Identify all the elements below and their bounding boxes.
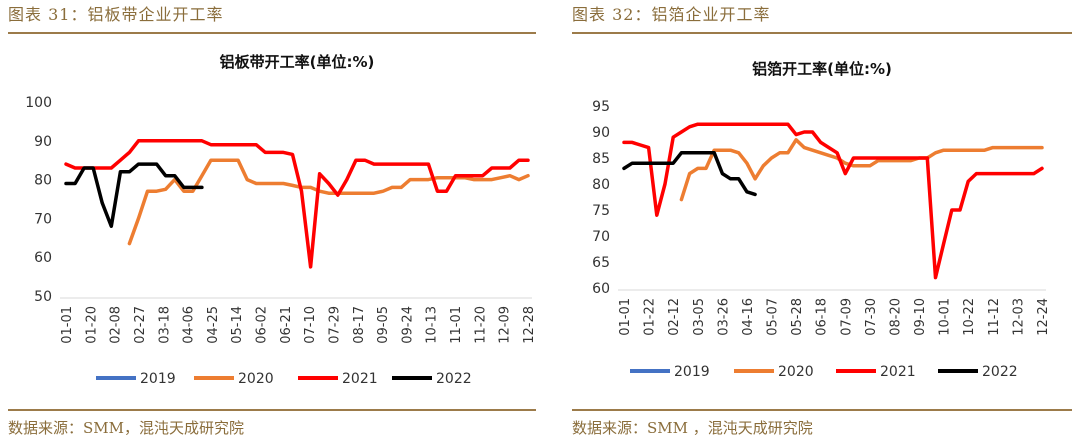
series-line-2022 — [64, 162, 204, 228]
x-tick-label: 01-22 — [643, 298, 658, 336]
plate-strip-utilization-chart: 铝板带开工率(单位:%) 50 60 70 80 90 100 01-01 01-20 02-08… — [25, 53, 536, 387]
x-tick-label: 11-20 — [473, 306, 488, 344]
legend-label-2019: 2019 — [140, 371, 176, 387]
legend-label-2020: 2020 — [238, 371, 274, 387]
y-tick-label: 50 — [34, 289, 52, 305]
x-tick-label: 02-08 — [109, 306, 124, 344]
right-figure-caption: 图表 32：铝箔企业开工率 — [572, 5, 771, 24]
x-tick-label: 12-28 — [522, 306, 536, 344]
x-tick-label: 10-01 — [938, 298, 953, 336]
y-tick-label: 75 — [592, 203, 610, 219]
series-line-2020 — [679, 138, 1044, 202]
x-tick-label: 11-12 — [987, 298, 1002, 336]
x-tick-label: 10-13 — [425, 306, 440, 344]
y-tick-label: 60 — [34, 250, 52, 266]
right-figure-source: 数据来源：SMM ，混沌天成研究院 — [572, 419, 813, 437]
y-tick-label: 65 — [592, 255, 610, 271]
x-tick-label: 12-24 — [1036, 298, 1051, 336]
legend-label-2021: 2021 — [342, 371, 378, 387]
y-tick-label: 90 — [592, 125, 610, 141]
x-tick-label: 08-20 — [888, 298, 903, 336]
y-tick-label: 100 — [25, 95, 52, 111]
x-tick-label: 09-05 — [376, 306, 391, 344]
x-tick-label: 10-22 — [962, 298, 977, 336]
legend-label-2019: 2019 — [674, 364, 710, 380]
left-figure-source: 数据来源：SMM，混沌天成研究院 — [8, 419, 244, 437]
y-tick-label: 85 — [592, 151, 610, 167]
legend-label-2022: 2022 — [436, 371, 472, 387]
x-tick-label: 04-06 — [182, 306, 197, 344]
left-bottom-rule — [8, 409, 536, 411]
right-top-rule — [572, 32, 1072, 34]
y-tick-label: 80 — [34, 173, 52, 189]
x-tick-label: 02-27 — [133, 306, 148, 344]
y-tick-label: 60 — [592, 281, 610, 297]
x-tick-label: 12-03 — [1011, 298, 1026, 336]
x-tick-label: 06-21 — [279, 306, 294, 344]
series-line-2022 — [622, 151, 757, 197]
y-tick-label: 70 — [592, 229, 610, 245]
series-line-2021 — [622, 122, 1044, 280]
left-figure-caption: 图表 31：铝板带企业开工率 — [8, 5, 224, 24]
series-line-2021 — [64, 139, 530, 269]
x-tick-label: 05-14 — [230, 306, 245, 344]
x-tick-label: 02-12 — [667, 298, 682, 336]
foil-utilization-chart: 铝箔开工率(单位:%) 60 65 70 75 80 85 90 95 01-01 01-22 02-… — [592, 60, 1051, 380]
x-tick-label: 07-09 — [839, 298, 854, 336]
chart-title: 铝板带开工率(单位:%) — [220, 53, 375, 71]
x-tick-label: 03-05 — [692, 298, 707, 336]
x-tick-label: 11-01 — [449, 306, 464, 344]
left-top-rule — [8, 32, 536, 34]
x-tick-label: 03-18 — [157, 306, 172, 344]
legend-label-2021: 2021 — [880, 364, 916, 380]
legend-label-2020: 2020 — [778, 364, 814, 380]
x-tick-label: 12-09 — [498, 306, 513, 344]
legend-label-2022: 2022 — [982, 364, 1018, 380]
y-tick-label: 70 — [34, 211, 52, 227]
x-tick-label: 07-10 — [303, 306, 318, 344]
x-tick-label: 05-28 — [790, 298, 805, 336]
x-tick-label: 01-01 — [60, 306, 75, 344]
x-tick-label: 08-17 — [352, 306, 367, 344]
y-tick-label: 90 — [34, 134, 52, 150]
chart-title: 铝箔开工率(单位:%) — [752, 60, 892, 78]
x-tick-label: 06-18 — [815, 298, 830, 336]
x-tick-label: 03-26 — [716, 298, 731, 336]
x-tick-label: 09-24 — [400, 306, 415, 344]
right-bottom-rule — [572, 409, 1072, 411]
series-line-2020 — [127, 158, 530, 246]
x-tick-label: 01-01 — [618, 298, 633, 336]
x-tick-label: 01-20 — [84, 306, 99, 344]
x-tick-label: 04-16 — [741, 298, 756, 336]
x-tick-label: 07-29 — [327, 306, 342, 344]
x-tick-label: 06-02 — [255, 306, 270, 344]
y-tick-label: 95 — [592, 99, 610, 115]
y-tick-label: 80 — [592, 177, 610, 193]
x-tick-label: 09-10 — [913, 298, 928, 336]
x-tick-label: 04-25 — [206, 306, 221, 344]
x-tick-label: 07-30 — [864, 298, 879, 336]
x-tick-label: 05-07 — [766, 298, 781, 336]
